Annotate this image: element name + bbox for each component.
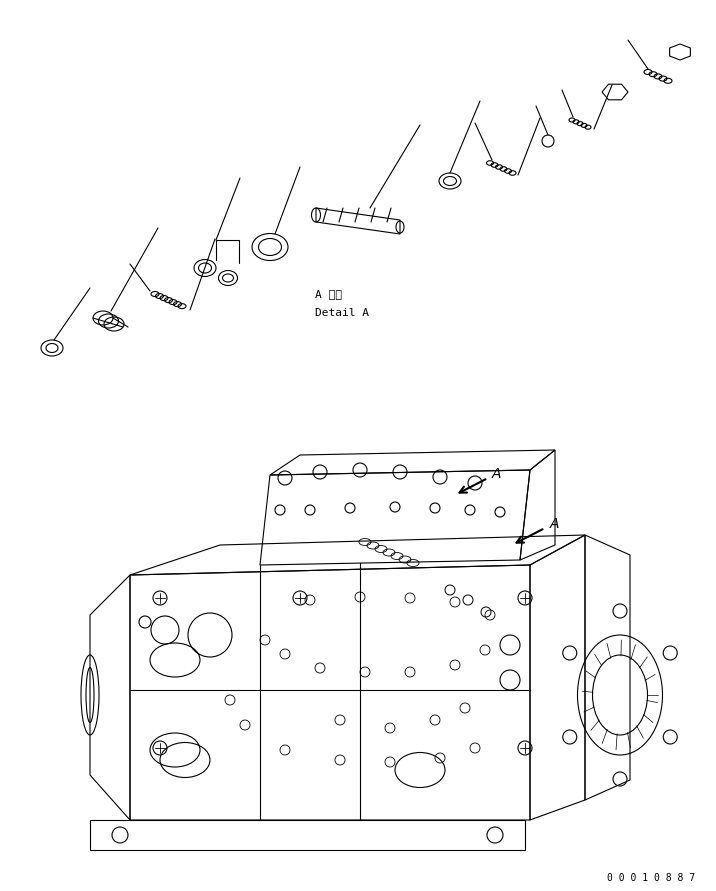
Text: 0 0 0 1 0 8 8 7: 0 0 0 1 0 8 8 7 — [607, 873, 695, 883]
Text: A 詳細: A 詳細 — [315, 289, 342, 299]
Text: Detail A: Detail A — [315, 308, 369, 318]
Text: A: A — [492, 467, 501, 481]
Text: A: A — [550, 517, 559, 531]
